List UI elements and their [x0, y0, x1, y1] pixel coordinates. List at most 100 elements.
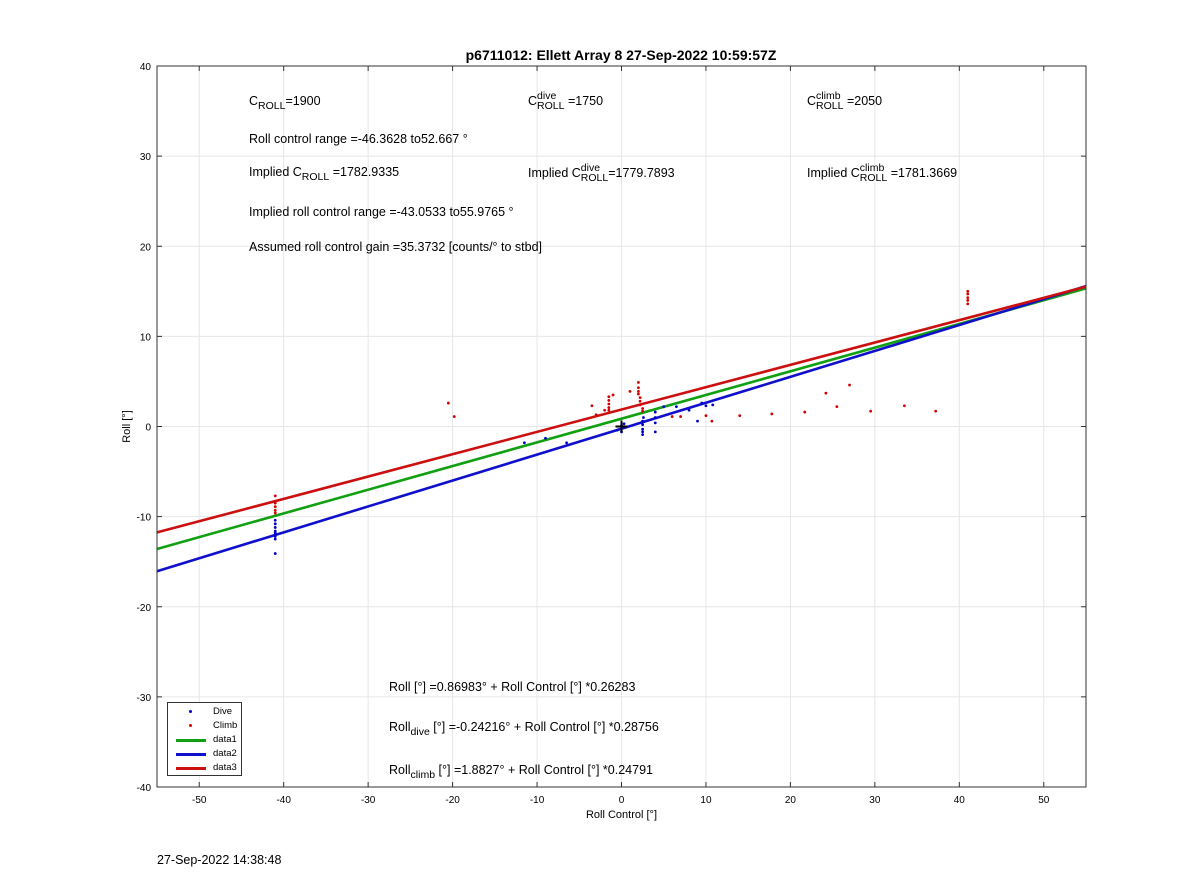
- dive-point: [273, 537, 277, 541]
- climb-point: [607, 406, 611, 409]
- dive-point: [641, 419, 645, 423]
- x-tick-label: -40: [276, 795, 291, 806]
- x-tick-label: -50: [192, 795, 207, 806]
- climb-point: [628, 389, 632, 393]
- climb-point: [638, 396, 642, 400]
- legend-data2-label: data2: [213, 748, 237, 759]
- climb-point: [738, 414, 742, 418]
- y-tick-label: -10: [137, 513, 152, 524]
- climb-point: [641, 409, 645, 413]
- c-roll-climb-sub: ROLL: [816, 100, 844, 112]
- climb-point: [273, 494, 277, 498]
- climb-point: [636, 386, 640, 390]
- legend-climb-label: Climb: [213, 720, 238, 731]
- climb-point: [607, 398, 611, 402]
- dive-point: [622, 422, 626, 426]
- fit-dive-prefix: Roll: [389, 720, 411, 734]
- c-roll-value: =1900: [285, 94, 321, 108]
- implied-c-roll-prefix: Implied C: [249, 165, 302, 179]
- legend-climb-marker: [189, 724, 192, 727]
- roll-control-range: Roll control range =-46.3628 to52.667 °: [249, 132, 468, 146]
- y-tick-label: 10: [140, 332, 152, 343]
- y-tick-label: 0: [145, 423, 151, 434]
- c-roll-sub: ROLL: [258, 100, 286, 112]
- legend-data1-line: [176, 739, 206, 742]
- data-points: [273, 289, 970, 555]
- dive-point: [522, 441, 526, 445]
- axis-ticks: -50 -40 -30 -20 -10 0 10 20 30 40 50 -40 -30 -20 -10 0 1…: [137, 62, 1086, 806]
- dive-point: [653, 410, 657, 414]
- fit-all-equation: Roll [°] =0.86983° + Roll Control [°] *0…: [389, 680, 636, 694]
- climb-point: [594, 413, 598, 417]
- dive-point: [273, 522, 277, 526]
- implied-c-roll-climb-sup: climb: [859, 162, 885, 174]
- dive-point: [641, 427, 645, 431]
- implied-c-roll-climb-sub: ROLL: [859, 172, 888, 184]
- c-roll-climb-sup: climb: [816, 90, 841, 102]
- x-tick-label: 20: [785, 795, 797, 806]
- climb-point: [607, 395, 611, 399]
- dive-point: [641, 433, 645, 437]
- climb-point: [966, 296, 970, 300]
- fit-climb-sub: climb: [410, 769, 436, 781]
- climb-point: [848, 383, 851, 387]
- climb-point: [803, 410, 807, 414]
- x-tick-label: 0: [619, 795, 625, 806]
- implied-c-roll-dive-prefix: Implied C: [528, 166, 581, 180]
- legend-dive-marker: [189, 710, 192, 713]
- climb-point: [636, 380, 640, 384]
- climb-point: [603, 408, 607, 412]
- climb-point: [452, 415, 456, 418]
- y-tick-label: 40: [140, 62, 152, 73]
- dive-point: [704, 404, 708, 408]
- c-roll-dive-sub: ROLL: [537, 100, 565, 112]
- dive-point: [273, 552, 277, 555]
- fit-line-data1: [156, 287, 1087, 551]
- c-roll-climb-main: C: [807, 94, 817, 108]
- legend-item-data1: data1: [168, 734, 241, 746]
- dive-point: [273, 529, 277, 533]
- dive-point: [687, 408, 691, 412]
- legend-data2-line: [176, 753, 206, 756]
- c-roll-annotation: CROLL=1900: [249, 94, 321, 112]
- dive-point: [653, 421, 657, 425]
- climb-point: [446, 401, 450, 405]
- climb-point: [966, 289, 970, 293]
- dive-point: [662, 405, 666, 409]
- dive-point: [642, 416, 645, 419]
- implied-c-roll-annotation: Implied CROLL =1782.9335: [249, 165, 399, 183]
- climb-point: [607, 402, 611, 406]
- climb-point: [679, 415, 683, 418]
- climb-point: [824, 391, 828, 395]
- fit-dive-sub: dive: [410, 726, 430, 738]
- roll-control-gain: Assumed roll control gain =35.3732 [coun…: [249, 240, 543, 254]
- implied-c-roll-dive-sub: ROLL: [580, 172, 609, 184]
- climb-point: [638, 399, 642, 403]
- legend: Dive Climb data1 data2 data3: [167, 702, 242, 776]
- legend-item-data2: data2: [168, 748, 241, 760]
- legend-item-data3: data3: [168, 762, 241, 774]
- climb-point: [638, 403, 642, 407]
- climb-point: [966, 298, 970, 302]
- dive-point: [641, 423, 645, 427]
- y-tick-label: 20: [140, 242, 152, 253]
- dive-point: [544, 436, 547, 440]
- dive-point: [674, 405, 678, 409]
- climb-point: [273, 511, 277, 515]
- dive-point: [696, 419, 699, 423]
- implied-c-roll-dive-value: =1779.7893: [608, 166, 675, 180]
- implied-c-roll-value: =1782.9335: [329, 165, 400, 179]
- climb-point: [869, 409, 873, 413]
- dive-point: [711, 403, 715, 407]
- legend-item-dive: Dive: [168, 706, 241, 718]
- climb-point: [636, 392, 640, 396]
- climb-point: [704, 414, 708, 418]
- y-tick-label: -30: [137, 693, 152, 704]
- dive-point: [641, 430, 645, 434]
- c-roll-dive-sup: dive: [537, 90, 557, 102]
- fit-climb-prefix: Roll: [389, 763, 411, 777]
- dive-point: [653, 430, 657, 434]
- climb-point: [770, 412, 774, 416]
